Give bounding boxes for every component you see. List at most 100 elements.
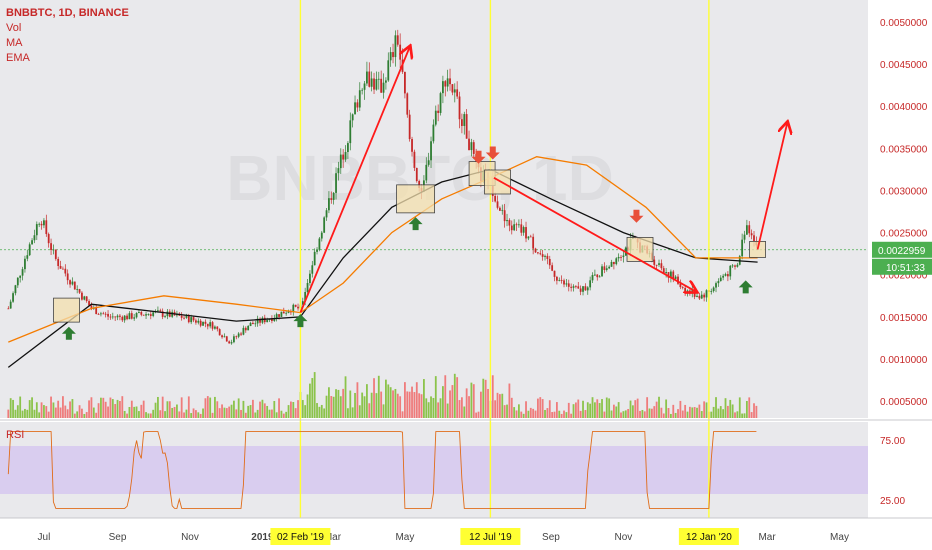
volume-bar xyxy=(302,400,304,418)
volume-bar xyxy=(689,407,691,418)
volume-bar xyxy=(361,393,363,418)
candle-body xyxy=(335,173,337,193)
candle-body xyxy=(658,263,660,265)
candle-body xyxy=(506,220,508,221)
volume-bar xyxy=(15,410,17,418)
candle-body xyxy=(41,224,43,225)
candle-body xyxy=(200,321,202,326)
candle-body xyxy=(710,291,712,292)
candle-body xyxy=(736,265,738,267)
candle-body xyxy=(340,155,342,169)
volume-bar xyxy=(437,402,439,418)
volume-bar xyxy=(364,396,366,418)
candle-body xyxy=(368,72,370,87)
candle-body xyxy=(660,263,662,268)
candle-body xyxy=(535,249,537,253)
candle-body xyxy=(98,314,100,315)
candle-body xyxy=(409,115,411,139)
legend-ema[interactable]: EMA xyxy=(6,51,129,66)
candle-body xyxy=(62,269,64,270)
volume-bar xyxy=(701,411,703,418)
candle-body xyxy=(449,78,451,84)
volume-bar xyxy=(418,393,420,418)
time-tick-label: Mar xyxy=(758,532,776,543)
candle-body xyxy=(95,308,97,314)
candle-body xyxy=(195,320,197,322)
candle-body xyxy=(231,342,233,343)
volume-bar xyxy=(162,397,164,418)
volume-bar xyxy=(425,398,427,418)
candle-body xyxy=(243,328,245,335)
volume-bar xyxy=(587,402,589,418)
volume-bar xyxy=(696,408,698,418)
candle-body xyxy=(444,81,446,86)
candle-body xyxy=(17,278,19,285)
volume-bar xyxy=(625,410,627,418)
volume-bar xyxy=(197,412,199,418)
candle-body xyxy=(126,316,128,319)
volume-bar xyxy=(126,414,128,418)
candle-body xyxy=(573,286,575,288)
candle-body xyxy=(504,210,506,221)
volume-bar xyxy=(321,405,323,418)
candle-body xyxy=(361,90,363,91)
candle-body xyxy=(587,287,589,290)
volume-bar xyxy=(45,406,47,418)
candle-body xyxy=(235,336,237,337)
volume-bar xyxy=(478,412,480,418)
volume-bar xyxy=(414,392,416,418)
candle-body xyxy=(523,227,525,233)
candle-body xyxy=(601,266,603,276)
candle-body xyxy=(622,256,624,257)
candle-body xyxy=(76,289,78,290)
volume-bar xyxy=(319,407,321,418)
volume-bar xyxy=(371,393,373,418)
volume-bar xyxy=(55,408,57,418)
candle-body xyxy=(530,237,532,238)
candle-body xyxy=(575,286,577,287)
candle-body xyxy=(466,114,468,139)
candle-body xyxy=(205,322,207,324)
candle-body xyxy=(43,220,45,225)
time-tick-label: Nov xyxy=(614,532,632,543)
volume-bar xyxy=(226,408,228,418)
volume-bar xyxy=(646,397,648,418)
candle-body xyxy=(554,271,556,277)
volume-bar xyxy=(637,399,639,418)
volume-bar xyxy=(627,409,629,418)
volume-bar xyxy=(129,407,131,418)
volume-bar xyxy=(171,408,173,418)
volume-bar xyxy=(157,397,159,418)
candle-body xyxy=(345,152,347,160)
candle-body xyxy=(171,312,173,317)
volume-bar xyxy=(74,414,76,418)
candle-body xyxy=(715,283,717,287)
candle-body xyxy=(746,225,748,234)
volume-bar xyxy=(228,407,230,418)
volume-bar xyxy=(262,400,264,418)
volume-bar xyxy=(411,387,413,418)
candle-body xyxy=(330,198,332,200)
legend-ma[interactable]: MA xyxy=(6,36,129,51)
candle-body xyxy=(38,224,40,225)
volume-bar xyxy=(69,401,71,418)
volume-bar xyxy=(658,397,660,418)
candle-body xyxy=(425,165,427,181)
volume-bar xyxy=(164,411,166,418)
volume-bar xyxy=(276,412,278,418)
volume-bar xyxy=(24,409,26,418)
candle-body xyxy=(81,293,83,300)
volume-bar xyxy=(235,409,237,418)
candle-body xyxy=(338,168,340,173)
volume-bar xyxy=(209,398,211,418)
candle-body xyxy=(164,316,166,317)
candle-body xyxy=(252,323,254,324)
volume-bar xyxy=(663,413,665,418)
volume-bar xyxy=(214,397,216,418)
volume-bar xyxy=(530,408,532,418)
candle-body xyxy=(48,234,50,243)
volume-bar xyxy=(404,382,406,418)
rsi-label[interactable]: RSI xyxy=(6,429,24,441)
volume-bar xyxy=(150,413,152,418)
legend-vol[interactable]: Vol xyxy=(6,21,129,36)
